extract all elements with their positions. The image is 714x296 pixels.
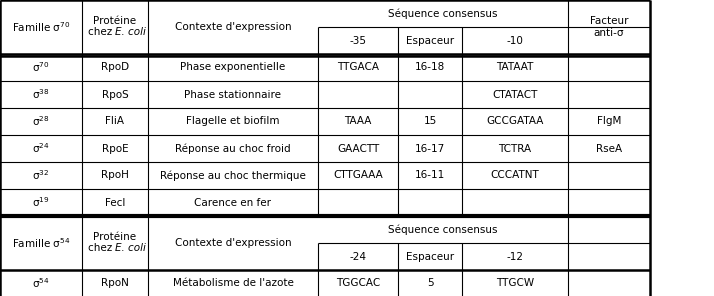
Text: TTGACA: TTGACA [337, 62, 379, 73]
Text: Phase stationnaire: Phase stationnaire [184, 89, 281, 99]
Text: Carence en fer: Carence en fer [194, 197, 271, 207]
Text: Contexte d'expression: Contexte d'expression [175, 22, 291, 32]
Text: 16-11: 16-11 [415, 170, 445, 181]
Text: Réponse au choc thermique: Réponse au choc thermique [160, 170, 306, 181]
Text: -24: -24 [349, 252, 366, 261]
Text: Facteur
anti-σ: Facteur anti-σ [590, 16, 628, 38]
Text: Espaceur: Espaceur [406, 252, 454, 261]
Text: E. coli: E. coli [115, 27, 146, 37]
Text: Séquence consensus: Séquence consensus [388, 8, 498, 19]
Text: Métabolisme de l'azote: Métabolisme de l'azote [173, 279, 293, 289]
Text: CTATACT: CTATACT [493, 89, 538, 99]
Text: RpoE: RpoE [101, 144, 129, 154]
Text: Phase exponentielle: Phase exponentielle [181, 62, 286, 73]
Text: chez: chez [88, 27, 115, 37]
Text: σ$^{28}$: σ$^{28}$ [32, 115, 50, 128]
Text: -12: -12 [506, 252, 523, 261]
Text: Espaceur: Espaceur [406, 36, 454, 46]
Text: FliA: FliA [106, 117, 124, 126]
Text: TTGCW: TTGCW [496, 279, 534, 289]
Text: σ$^{19}$: σ$^{19}$ [32, 196, 50, 209]
Text: RpoD: RpoD [101, 62, 129, 73]
Text: 16-18: 16-18 [415, 62, 445, 73]
Text: FecI: FecI [105, 197, 125, 207]
Text: σ$^{32}$: σ$^{32}$ [32, 169, 49, 182]
Text: Contexte d'expression: Contexte d'expression [175, 238, 291, 248]
Text: σ$^{70}$: σ$^{70}$ [32, 61, 50, 74]
Text: Protéine: Protéine [94, 232, 136, 242]
Text: σ$^{24}$: σ$^{24}$ [32, 141, 50, 155]
Text: -10: -10 [506, 36, 523, 46]
Text: 5: 5 [427, 279, 433, 289]
Text: Famille σ$^{70}$: Famille σ$^{70}$ [12, 20, 70, 34]
Text: Réponse au choc froid: Réponse au choc froid [175, 143, 291, 154]
Text: chez: chez [88, 243, 115, 253]
Text: -35: -35 [349, 36, 366, 46]
Text: 16-17: 16-17 [415, 144, 445, 154]
Text: RseA: RseA [596, 144, 622, 154]
Text: RpoN: RpoN [101, 279, 129, 289]
Text: E. coli: E. coli [115, 243, 146, 253]
Text: TAAA: TAAA [344, 117, 372, 126]
Text: CTTGAAA: CTTGAAA [333, 170, 383, 181]
Text: TCTRA: TCTRA [498, 144, 531, 154]
Text: RpoS: RpoS [101, 89, 129, 99]
Text: 15: 15 [423, 117, 437, 126]
Text: FlgM: FlgM [597, 117, 621, 126]
Text: Séquence consensus: Séquence consensus [388, 224, 498, 235]
Text: Protéine: Protéine [94, 16, 136, 26]
Text: CCCATNT: CCCATNT [491, 170, 539, 181]
Text: GCCGATAA: GCCGATAA [486, 117, 543, 126]
Text: σ$^{54}$: σ$^{54}$ [32, 276, 50, 290]
Text: Flagelle et biofilm: Flagelle et biofilm [186, 117, 280, 126]
Text: GAACTT: GAACTT [337, 144, 379, 154]
Text: Famille σ$^{54}$: Famille σ$^{54}$ [12, 236, 70, 250]
Text: RpoH: RpoH [101, 170, 129, 181]
Text: TATAAT: TATAAT [496, 62, 533, 73]
Text: σ$^{38}$: σ$^{38}$ [32, 88, 50, 102]
Text: TGGCAC: TGGCAC [336, 279, 380, 289]
